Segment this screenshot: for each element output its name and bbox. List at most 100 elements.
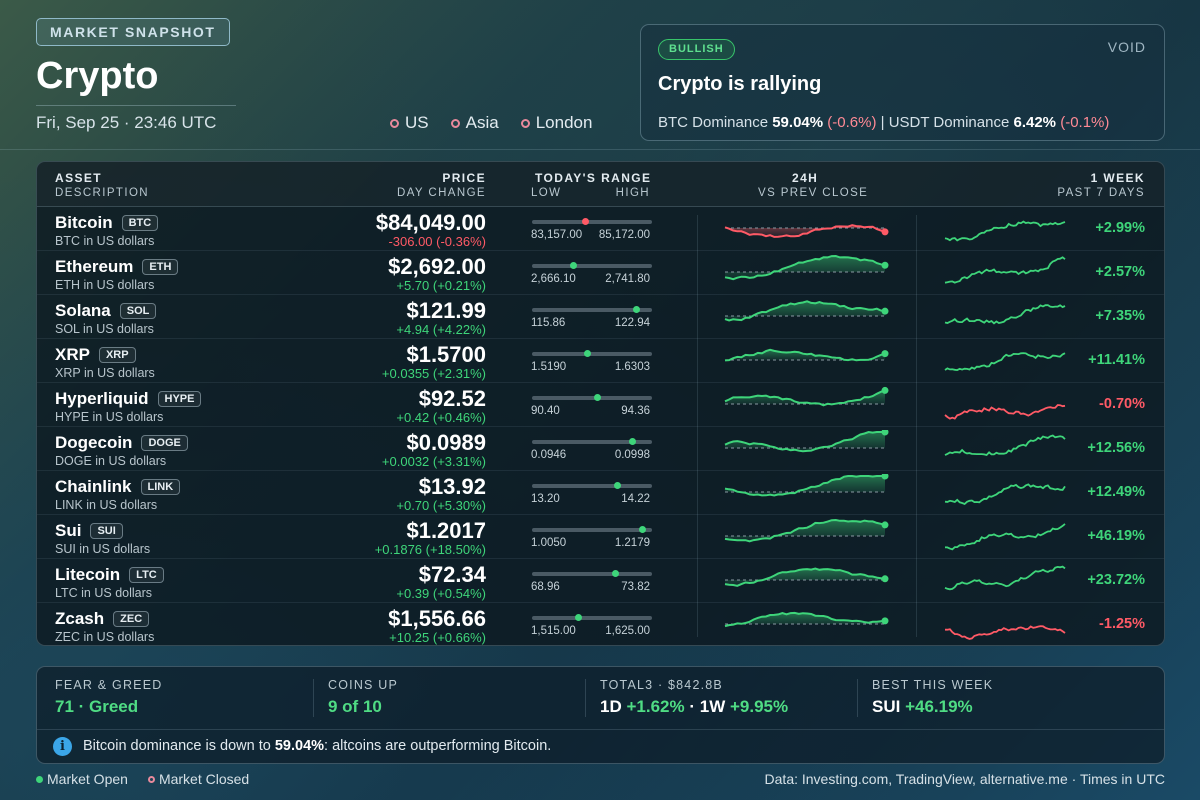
sparkline-line: [944, 523, 1066, 551]
header: MARKET SNAPSHOT Crypto Fri, Sep 25 · 23:…: [0, 0, 1200, 150]
open-status-icon: [36, 775, 43, 783]
price: $1.2017: [406, 518, 486, 543]
asset-name-text: Zcash: [55, 609, 105, 628]
sparkline-end-dot: [881, 307, 889, 315]
sparkline-line: [944, 404, 1066, 420]
range-bar: [532, 570, 652, 577]
btc-dominance-value: 59.04%: [772, 114, 824, 131]
asset-name: XRP XRP: [55, 345, 136, 365]
week-change: +2.57%: [1095, 264, 1145, 280]
table-row[interactable]: Ethereum ETH ETH in US dollars $2,692.00 +5.…: [37, 251, 1164, 295]
sparkline-area: [725, 568, 885, 586]
table-row[interactable]: Chainlink LINK LINK in US dollars $13.92 +0.…: [37, 471, 1164, 515]
asset-name-text: XRP: [55, 345, 90, 364]
day-change: +0.0032 (+3.31%): [381, 454, 486, 469]
price: $92.52: [418, 386, 486, 411]
asset-name: Chainlink LINK: [55, 477, 181, 497]
session-label: US: [405, 113, 429, 132]
range-high: 94.36: [621, 405, 650, 417]
sparkline-line: [944, 483, 1066, 506]
table-row[interactable]: XRP XRP XRP in US dollars $1.5700 +0.0355 (+…: [37, 339, 1164, 383]
sparkline-24h: [724, 474, 889, 497]
total3-1w-label: 1W: [699, 697, 726, 716]
asset-name-text: Solana: [55, 301, 111, 320]
table-row[interactable]: Litecoin LTC LTC in US dollars $72.34 +0.39 …: [37, 559, 1164, 603]
range-marker: [581, 218, 589, 225]
asset-description: HYPE in US dollars: [55, 410, 164, 424]
sparkline-1w: [944, 483, 1066, 506]
range-marker: [614, 482, 622, 489]
fear-greed-value: 71 · Greed: [55, 697, 139, 716]
asset-name: Ethereum ETH: [55, 257, 179, 277]
header-1-week: 1 WEEK: [1090, 171, 1145, 185]
range-high: 14.22: [621, 493, 650, 505]
coins-up-label: COINS UP: [328, 678, 399, 692]
ticker-badge: ZEC: [113, 611, 150, 627]
fear-greed-label: FEAR & GREED: [55, 678, 163, 692]
table-row[interactable]: Bitcoin BTC BTC in US dollars $84,049.00 -30…: [37, 207, 1164, 251]
crypto-table: ASSET DESCRIPTION PRICE DAY CHANGE TODAY…: [36, 161, 1165, 646]
range-low: 0.0946: [531, 449, 567, 461]
closed-status-icon: [147, 775, 155, 783]
range-low: 1,515.00: [531, 625, 576, 637]
table-row[interactable]: Hyperliquid HYPE HYPE in US dollars $92.52 +…: [37, 383, 1164, 427]
header-todays-range: TODAY'S RANGE: [535, 171, 652, 185]
range-bar: [532, 218, 652, 225]
sparkline-end-dot: [881, 617, 889, 625]
range-high: 0.0998: [614, 449, 650, 461]
table-row[interactable]: Zcash ZEC ZEC in US dollars $1,556.66 +10.25…: [37, 603, 1164, 645]
sparkline-24h: [724, 518, 889, 543]
price: $0.0989: [406, 430, 486, 455]
header-price: PRICE: [442, 171, 486, 185]
range-marker: [593, 394, 601, 401]
table-row[interactable]: Dogecoin DOGE DOGE in US dollars $0.0989 +0.…: [37, 427, 1164, 471]
range-high: 1,625.00: [605, 625, 650, 637]
sparkline-1w: [944, 523, 1066, 551]
asset-name: Zcash ZEC: [55, 609, 150, 629]
asset-name: Solana SOL: [55, 301, 157, 321]
header-low: LOW: [531, 187, 562, 199]
sparkline-line: [944, 352, 1066, 372]
asset-description: LTC in US dollars: [55, 586, 153, 600]
session-london: London: [520, 113, 592, 133]
asset-name-text: Bitcoin: [55, 213, 113, 232]
sparkline-area: [725, 520, 885, 542]
total3-value: 1D +1.62% · 1W +9.95%: [600, 697, 788, 717]
ticker-badge: SOL: [119, 303, 157, 319]
week-change: +23.72%: [1087, 572, 1145, 588]
info-value: 59.04%: [274, 738, 325, 754]
coins-up-value: 9 of 10: [328, 697, 382, 716]
column-divider: [916, 215, 917, 637]
sparkline-line: [724, 430, 885, 453]
table-row[interactable]: Sui SUI SUI in US dollars $1.2017 +0.1876 (+…: [37, 515, 1164, 559]
sparkline-line: [724, 300, 886, 322]
range-high: 2,741.80: [605, 273, 650, 285]
asset-description: ZEC in US dollars: [55, 630, 155, 644]
data-source: Data: Investing.com, TradingView, altern…: [764, 771, 1165, 787]
sparkline-end-dot: [881, 350, 889, 358]
date-time: Fri, Sep 25 · 23:46 UTC: [36, 113, 217, 132]
sparkline-end-dot: [881, 521, 889, 529]
sparkline-line: [944, 220, 1066, 242]
header-past-7-days: PAST 7 DAYS: [1057, 187, 1145, 199]
sparkline-end-dot: [881, 430, 889, 436]
sparkline-24h: [724, 386, 889, 407]
asset-name: Bitcoin BTC: [55, 213, 159, 233]
range-bar: [532, 350, 652, 357]
sparkline-area: [725, 432, 885, 452]
range-marker: [569, 262, 577, 269]
range-low: 1.0050: [531, 537, 567, 549]
sparkline-24h: [724, 567, 889, 587]
ticker-badge: BTC: [121, 215, 159, 231]
range-marker: [584, 350, 592, 357]
asset-name: Litecoin LTC: [55, 565, 164, 585]
week-change: -0.70%: [1099, 396, 1145, 412]
asset-name-text: Sui: [55, 521, 82, 540]
sparkline-24h: [724, 430, 889, 453]
table-row[interactable]: Solana SOL SOL in US dollars $121.99 +4.94 (…: [37, 295, 1164, 339]
sparkline-line: [724, 518, 886, 543]
range-high: 1.2179: [614, 537, 650, 549]
total3-label: TOTAL3 · $842.8B: [600, 678, 723, 692]
range-marker: [628, 438, 636, 445]
sparkline-end-dot: [881, 575, 889, 583]
